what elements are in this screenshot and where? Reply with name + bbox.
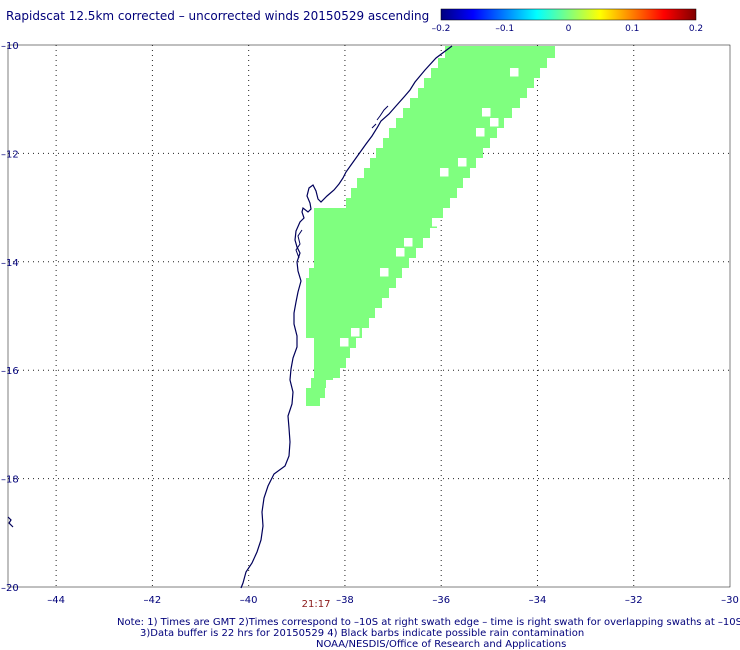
colorbar-tick-label: 0 — [566, 24, 572, 34]
swath-cell-row — [314, 208, 443, 218]
longitude-tick-label: –42 — [144, 595, 162, 606]
swath-cell-row — [364, 168, 470, 178]
latitude-tick-label: –20 — [1, 583, 19, 594]
longitude-tick-label: –32 — [625, 595, 643, 606]
longitude-tick-label: –44 — [47, 595, 65, 606]
swath-time-label: 21:17 — [302, 599, 331, 610]
swath-cell-row — [396, 118, 504, 128]
longitude-tick-label: –30 — [721, 595, 739, 606]
latitude-tick-label: –10 — [1, 41, 19, 52]
swath-cell-row — [306, 288, 389, 298]
swath-missing-cell — [404, 238, 413, 247]
colorbar-tick-label: –0.2 — [432, 24, 451, 34]
swath-cell-row — [370, 158, 476, 168]
swath-missing-cell — [432, 218, 441, 227]
swath-cell-row — [314, 338, 356, 348]
swath-cell-row — [306, 318, 369, 328]
swath-cell-row — [346, 198, 450, 208]
swath-cell-row — [357, 178, 463, 188]
swath-cell-row — [410, 98, 520, 108]
swath-missing-cell — [380, 268, 389, 277]
swath-cell-row — [314, 238, 423, 248]
coastline-inlet-lower — [295, 229, 303, 259]
note-line-1: Note: 1) Times are GMT 2)Times correspon… — [117, 617, 740, 628]
swath-cell-row — [306, 328, 362, 338]
swath-missing-cell — [476, 128, 485, 137]
swath-cell-row — [314, 228, 430, 238]
colorbar-tick-label: 0.2 — [689, 24, 703, 34]
note-line-3: NOAA/NESDIS/Office of Research and Appli… — [316, 639, 567, 650]
swath-missing-cell — [440, 168, 449, 177]
latitude-tick-label: –12 — [1, 149, 19, 160]
swath-cell-row — [314, 218, 437, 228]
swath-missing-cell — [396, 248, 405, 257]
swath-missing-cell — [351, 328, 360, 337]
swath-cell-row — [306, 278, 396, 288]
coastline-islet — [7, 516, 14, 528]
latitude-tick-label: –14 — [1, 258, 19, 269]
swath-cell-row — [314, 368, 340, 378]
swath-cell-row — [389, 128, 497, 138]
swath-cell-row — [438, 58, 547, 68]
swath-cell-row — [351, 188, 457, 198]
swath-cell-row — [418, 88, 527, 98]
swath-missing-cell — [460, 188, 469, 197]
colorbar: –0.2 –0.1 0 0.1 0.2 — [432, 8, 703, 34]
swath-cell-row — [431, 68, 540, 78]
swath-cell-row — [306, 388, 325, 398]
swath-missing-cell — [326, 380, 335, 389]
plot-frame — [7, 44, 731, 588]
map-title: Rapidscat 12.5km corrected – uncorrected… — [6, 9, 430, 23]
swath-cell-row — [306, 298, 382, 308]
latitude-tick-label: –16 — [1, 366, 19, 377]
swath-missing-cell — [510, 68, 519, 77]
swath-cell-row — [403, 108, 512, 118]
swath-cell-row — [383, 138, 490, 148]
colorbar-tick-label: –0.1 — [495, 24, 514, 34]
wind-swath — [306, 46, 555, 406]
swath-cell-row — [314, 248, 416, 258]
swath-cell-row — [314, 258, 409, 268]
colorbar-gradient — [440, 8, 697, 21]
swath-cell-row — [314, 348, 350, 358]
longitude-tick-label: –38 — [336, 595, 354, 606]
swath-missing-cell — [340, 338, 349, 347]
longitude-tick-label: –40 — [240, 595, 258, 606]
swath-cell-row — [376, 148, 483, 158]
swath-missing-cell — [458, 158, 467, 167]
longitude-tick-label: –36 — [432, 595, 450, 606]
swath-cell-row — [309, 268, 402, 278]
swath-cell-row — [445, 46, 555, 58]
swath-cell-row — [314, 358, 346, 368]
swath-cell-row — [424, 78, 534, 88]
longitude-labels: –44 –42 –40 –38 –36 –34 –32 –30 — [47, 595, 739, 606]
latitude-labels: –10 –12 –14 –16 –18 –20 — [1, 41, 19, 594]
note-line-2: 3)Data buffer is 22 hrs for 20150529 4) … — [140, 628, 585, 639]
swath-cell-row — [306, 398, 320, 406]
swath-missing-cell — [490, 118, 499, 127]
swath-cell-row — [311, 378, 333, 388]
swath-cell-row — [306, 308, 375, 318]
coastline-inlet-upper — [371, 105, 389, 129]
longitude-tick-label: –34 — [529, 595, 547, 606]
colorbar-tick-label: 0.1 — [625, 24, 639, 34]
swath-missing-cell — [482, 108, 491, 117]
coastline — [240, 45, 453, 589]
latitude-tick-label: –18 — [1, 475, 19, 486]
